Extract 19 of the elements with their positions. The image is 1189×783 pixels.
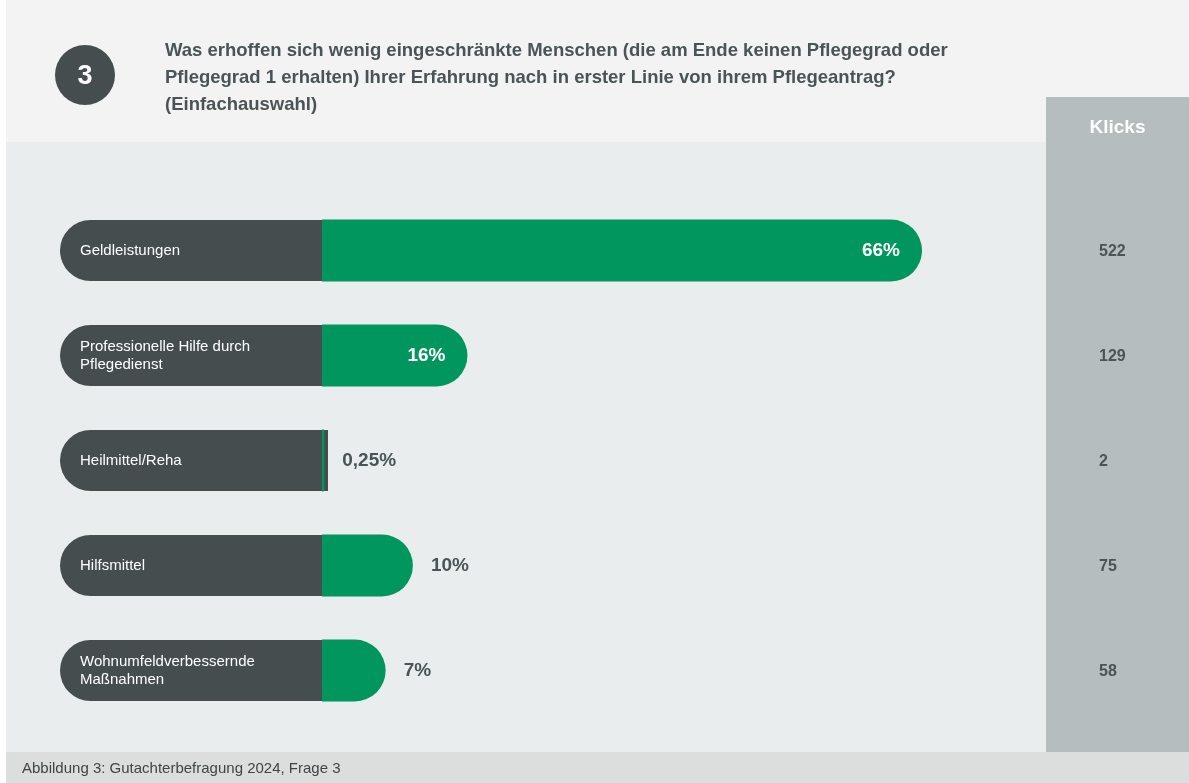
y-tick-label: Geldleistungen [80,241,181,260]
text: Klicks [1088,116,1147,138]
text: 2 [1099,451,1108,470]
y-tick-label: Professionelle Hilfe durch Pflegedienst [80,337,252,374]
text: 75 [1099,556,1117,575]
data-label: 66% [861,238,901,260]
text: 522 [1099,241,1126,260]
chart-title: Was erhoffen sich wenig eingeschränkte Menschen (die am Ende keinen Pflegegrad oder Pflegegrad 1 erhalten) Ihrer Erfahrung nach in erster Linie von ihrem Pflegeantrag? (Einfachauswahl) [165,38,949,116]
text: 58 [1099,661,1117,680]
data-label: 7% [403,658,432,680]
text: Abbildung 3: Gutachterbefragung 2024, Frage 3 [22,759,341,776]
data-label: 10% [430,553,470,575]
y-tick-label: Heilmittel/Reha [80,451,182,470]
y-tick-label: Wohnumfeldverbessernde Maßnahmen [80,652,255,689]
data-label: 0,25% [342,448,397,470]
text: 129 [1099,346,1126,365]
y-tick-label: Hilfsmittel [80,556,146,575]
label-tab: Heilmittel/Reha [60,429,328,492]
data-label: 16% [407,343,446,365]
